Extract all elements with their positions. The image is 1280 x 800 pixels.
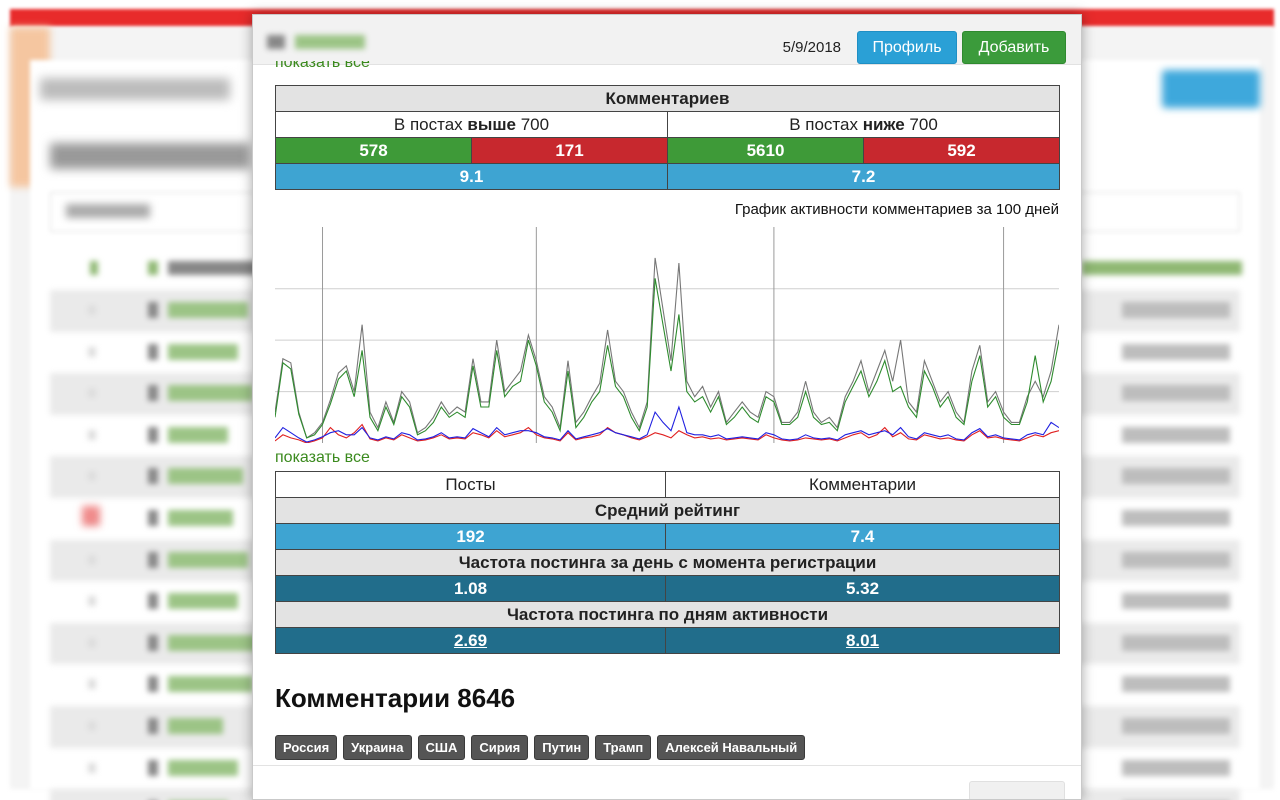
frequency-since-registration-title: Частота постинга за день с момента регис… [275,549,1060,576]
background-row [50,581,1240,623]
modal-user[interactable] [267,35,367,49]
tag[interactable]: Сирия [471,735,529,760]
background-row [50,748,1240,790]
chart-caption: График активности комментариев за 100 дн… [734,201,1059,218]
background-title [40,78,230,100]
posts-frequency-active-days-cell: 2.69 [275,627,666,654]
add-button[interactable]: Добавить [962,31,1066,64]
tag-list: Россия Украина США Сирия Путин Трамп Але… [275,735,806,760]
tag[interactable]: Украина [343,735,412,760]
comments-rating-table: Комментариев В постах выше 700 В постах … [275,85,1060,190]
username-link[interactable] [295,35,365,49]
below-negative-count: 592 [863,137,1060,164]
footer-control[interactable] [969,781,1065,799]
tag[interactable]: Алексей Навальный [657,735,806,760]
above-average-rating: 9.1 [275,163,668,190]
tag[interactable]: США [417,735,466,760]
profile-button[interactable]: Профиль [857,31,957,64]
show-all-link[interactable]: показать все [275,449,370,466]
posts-frequency-since-registration: 1.08 [275,575,666,602]
above-negative-count: 171 [471,137,668,164]
below-positive-count: 5610 [667,137,864,164]
tag[interactable]: Россия [275,735,338,760]
average-rating-title: Средний рейтинг [275,497,1060,524]
below-threshold-label: В постах ниже 700 [667,111,1060,138]
comments-table-title: Комментариев [275,85,1060,112]
registration-date: 5/9/2018 [782,39,841,56]
below-average-rating: 7.2 [667,163,1060,190]
posts-average-rating: 192 [275,523,666,550]
tag[interactable]: Путин [534,735,590,760]
chart-series-line-4 [275,405,1059,443]
avatar [267,35,285,49]
background-row [50,415,1240,457]
background-row [50,332,1240,374]
comments-average-rating: 7.4 [665,523,1060,550]
above-positive-count: 578 [275,137,472,164]
comments-frequency-since-registration: 5.32 [665,575,1060,602]
above-threshold-label: В постах выше 700 [275,111,668,138]
background-search-text [66,204,150,218]
tag[interactable]: Трамп [595,735,652,760]
background-table-header [50,258,1242,280]
comments-frequency-active-days-link[interactable]: 8.01 [845,630,880,650]
modal-header: 5/9/2018 Профиль Добавить [253,15,1081,65]
background-marker [82,506,100,526]
chart-series-line-3 [275,423,1059,443]
posts-column-header: Посты [275,471,666,498]
show-all-link-top[interactable]: показать все [275,61,370,71]
frequency-active-days-title: Частота постинга по дням активности [275,601,1060,628]
background-row [50,664,1240,706]
comments-frequency-active-days-cell: 8.01 [665,627,1060,654]
comments-heading: Комментарии 8646 [275,683,516,713]
activity-chart [275,227,1059,443]
background-heading [50,143,250,169]
chart-series-line-2 [275,278,1059,439]
modal-footer-divider [253,765,1081,766]
chart-series-line-1 [275,257,1059,439]
posting-stats-table: Посты Комментарии Средний рейтинг 192 7.… [275,471,1060,654]
background-button [1162,70,1260,108]
comments-column-header: Комментарии [665,471,1060,498]
user-stats-modal: 5/9/2018 Профиль Добавить показать все К… [252,14,1082,800]
posts-frequency-active-days-link[interactable]: 2.69 [453,630,488,650]
